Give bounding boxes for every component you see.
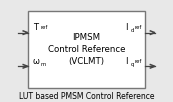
Text: I: I	[125, 57, 128, 66]
Text: I: I	[125, 23, 128, 32]
Text: q: q	[130, 62, 134, 67]
Bar	[28, 11, 145, 88]
Text: ref: ref	[135, 25, 142, 30]
Text: Control Reference: Control Reference	[48, 45, 125, 54]
Text: ref: ref	[135, 59, 142, 64]
Text: (VCLMT): (VCLMT)	[69, 57, 104, 66]
Text: ω: ω	[33, 57, 40, 66]
Text: d: d	[130, 28, 134, 33]
Text: ref: ref	[40, 25, 47, 30]
Text: m: m	[40, 62, 45, 67]
Text: IPMSM: IPMSM	[72, 33, 101, 42]
Text: LUT based PMSM Control Reference: LUT based PMSM Control Reference	[19, 92, 154, 101]
Text: T: T	[33, 23, 38, 32]
